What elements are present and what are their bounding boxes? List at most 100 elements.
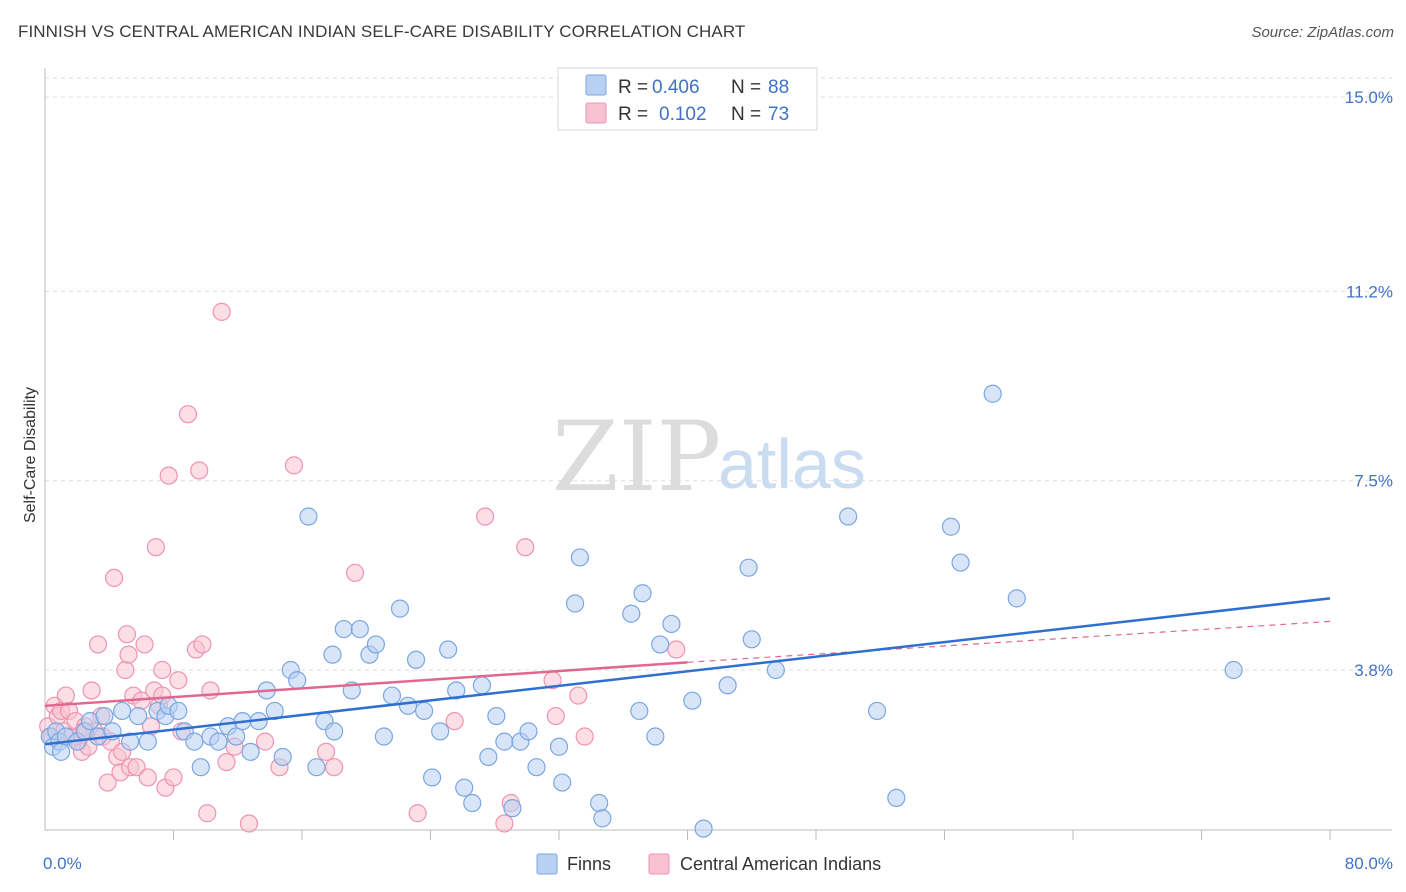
point-cai-63 xyxy=(495,814,514,833)
point-finns-40 xyxy=(334,619,353,639)
point-finns-4 xyxy=(51,742,71,761)
point-finns-32 xyxy=(273,747,292,767)
point-finns-89 xyxy=(1007,589,1026,608)
point-finns-65 xyxy=(549,737,569,756)
point-finns-52 xyxy=(431,722,450,741)
point-cai-40 xyxy=(159,466,178,485)
point-cai-47 xyxy=(193,635,212,654)
point-cai-26 xyxy=(117,625,137,644)
point-finns-63 xyxy=(519,722,538,741)
point-cai-33 xyxy=(138,768,157,787)
trend-finns xyxy=(44,597,1331,746)
point-finns-39 xyxy=(325,722,344,741)
point-finns-38 xyxy=(323,645,342,664)
point-finns-67 xyxy=(565,594,585,613)
point-finns-55 xyxy=(455,778,474,797)
point-finns-50 xyxy=(414,701,434,721)
x-tick-label-1: 80.0% xyxy=(1345,854,1393,873)
point-finns-46 xyxy=(382,686,402,705)
point-finns-80 xyxy=(739,558,758,577)
point-finns-83 xyxy=(839,507,858,526)
point-cai-65 xyxy=(516,538,535,557)
point-finns-86 xyxy=(941,517,961,536)
point-finns-70 xyxy=(593,809,612,828)
point-finns-22 xyxy=(191,758,210,777)
point-finns-15 xyxy=(138,732,157,751)
point-finns-51 xyxy=(423,768,442,787)
point-finns-79 xyxy=(718,676,737,695)
point-cai-67 xyxy=(546,706,565,726)
point-finns-77 xyxy=(683,691,702,710)
point-finns-73 xyxy=(633,584,652,603)
trend-cai xyxy=(44,661,688,708)
point-finns-71 xyxy=(630,701,649,721)
point-finns-10 xyxy=(95,706,114,726)
point-cai-21 xyxy=(104,568,124,588)
point-finns-13 xyxy=(121,732,140,751)
point-cai-14 xyxy=(82,681,101,700)
point-finns-49 xyxy=(406,650,426,669)
point-finns-48 xyxy=(398,696,418,715)
point-cai-46 xyxy=(190,461,209,480)
y-tick-label-2: 11.2% xyxy=(1346,282,1393,301)
point-finns-35 xyxy=(299,507,318,526)
point-finns-60 xyxy=(495,732,514,751)
point-cai-60 xyxy=(408,804,427,823)
point-finns-34 xyxy=(288,671,307,690)
point-cai-69 xyxy=(575,727,594,746)
point-finns-36 xyxy=(307,758,326,777)
point-cai-30 xyxy=(127,758,146,777)
point-cai-70 xyxy=(667,640,686,659)
point-finns-75 xyxy=(651,635,670,654)
legend-n-label-cai: N = xyxy=(731,104,761,125)
point-cai-57 xyxy=(316,742,336,761)
point-cai-25 xyxy=(116,660,135,680)
point-finns-81 xyxy=(742,630,761,649)
top-legend: R = 0.406 N = 88 R = 0.102 N = 73 xyxy=(557,67,818,131)
legend-r-value-finns: 0.406 xyxy=(652,77,700,98)
point-cai-68 xyxy=(569,686,588,705)
chart-source: Source: ZipAtlas.com xyxy=(1251,24,1394,41)
point-finns-21 xyxy=(185,732,204,751)
legend-n-value-finns: 88 xyxy=(768,77,789,98)
point-finns-69 xyxy=(590,793,609,813)
point-finns-44 xyxy=(366,635,385,654)
point-finns-19 xyxy=(169,701,188,721)
point-cai-36 xyxy=(146,538,165,557)
point-finns-82 xyxy=(766,660,785,680)
points-finns xyxy=(40,384,1243,838)
y-axis-label: Self-Care Disability xyxy=(22,387,39,523)
y-tick-label-1: 7.5% xyxy=(1354,472,1393,491)
legend-r-label-finns: R = xyxy=(618,77,648,98)
axes-layer xyxy=(44,68,1392,840)
point-finns-42 xyxy=(350,619,369,639)
point-cai-61 xyxy=(445,712,464,731)
watermark-atlas: atlas xyxy=(718,425,866,503)
point-finns-58 xyxy=(479,747,498,767)
point-finns-85 xyxy=(887,788,906,808)
point-finns-45 xyxy=(374,727,394,746)
point-finns-88 xyxy=(983,384,1002,403)
point-cai-32 xyxy=(135,635,154,654)
points-central-american-indians xyxy=(39,302,686,833)
bottom-legend-swatch-finns xyxy=(536,853,558,875)
legend-swatch-cai xyxy=(585,102,607,124)
point-finns-56 xyxy=(463,793,482,813)
point-cai-42 xyxy=(169,671,188,690)
point-finns-24 xyxy=(209,732,228,751)
point-finns-57 xyxy=(472,676,491,695)
point-cai-71 xyxy=(153,660,172,680)
point-finns-87 xyxy=(951,553,970,572)
point-cai-50 xyxy=(212,302,231,321)
point-finns-12 xyxy=(112,701,132,721)
point-finns-74 xyxy=(646,727,665,746)
x-tick-label-0: 0.0% xyxy=(43,854,82,873)
point-finns-90 xyxy=(1224,660,1243,680)
trend-cai-extension xyxy=(687,620,1331,663)
point-cai-16 xyxy=(88,635,108,654)
bottom-legend-label-finns: Finns xyxy=(567,854,611,874)
point-cai-54 xyxy=(255,732,275,751)
point-finns-31 xyxy=(265,701,284,721)
point-finns-47 xyxy=(390,599,410,618)
